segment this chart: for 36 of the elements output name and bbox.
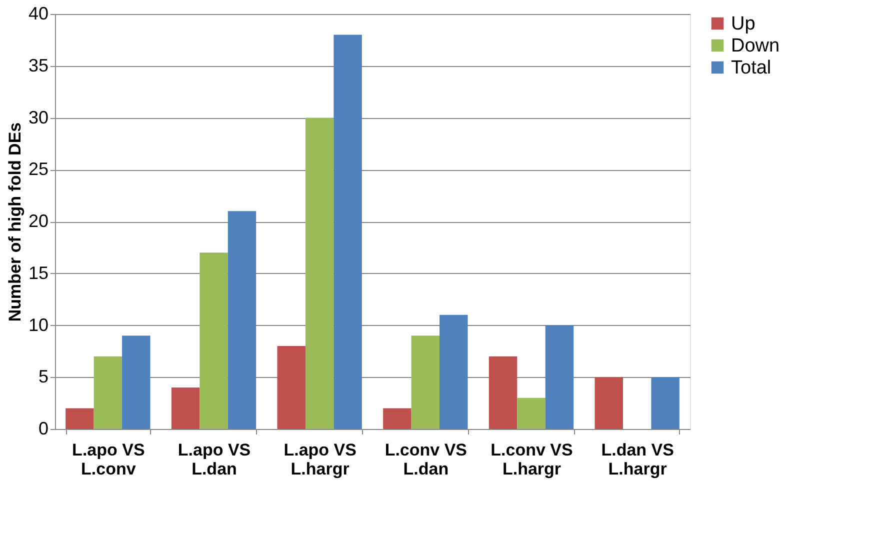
bar: [277, 346, 306, 429]
bar: [228, 211, 256, 429]
x-tick-label: L.apo VS L.conv: [72, 440, 145, 478]
bar: [66, 408, 94, 429]
legend-label: Down: [731, 36, 780, 56]
y-tick-label: 10: [28, 314, 48, 335]
x-tick-label: L.apo VS L.dan: [178, 440, 251, 478]
bar: [594, 377, 623, 429]
y-tick-label: 30: [28, 107, 48, 128]
bar: [440, 314, 468, 429]
y-tick-label: 25: [28, 159, 48, 180]
y-tick-label: 15: [28, 262, 48, 283]
legend-label: Total: [731, 58, 772, 78]
x-tick-label: L.conv VS L.dan: [384, 440, 468, 478]
bar: [171, 388, 200, 429]
bar: [200, 252, 228, 429]
bar: [383, 408, 412, 429]
bar: [94, 356, 122, 429]
bar: [334, 34, 362, 429]
bar: [545, 325, 574, 429]
x-tick-label: L.dan VS L.hargr: [601, 440, 674, 478]
bar: [305, 118, 334, 429]
x-tick-label: L.conv VS L.hargr: [490, 440, 573, 478]
bar: [488, 356, 518, 429]
y-axis-title: Number of high fold DEs: [5, 122, 24, 322]
y-tick-label: 20: [28, 211, 48, 231]
y-tick-label: 0: [38, 418, 48, 438]
y-tick-label: 35: [28, 55, 48, 76]
bar: [411, 336, 440, 429]
legend-label: Up: [731, 14, 756, 34]
bar: [651, 377, 680, 429]
x-tick-label: L.apo VS L.hargr: [284, 440, 356, 478]
bar: [517, 398, 546, 429]
y-tick-label: 5: [38, 366, 48, 387]
bar: [122, 336, 150, 429]
y-tick-label: 40: [28, 4, 48, 24]
